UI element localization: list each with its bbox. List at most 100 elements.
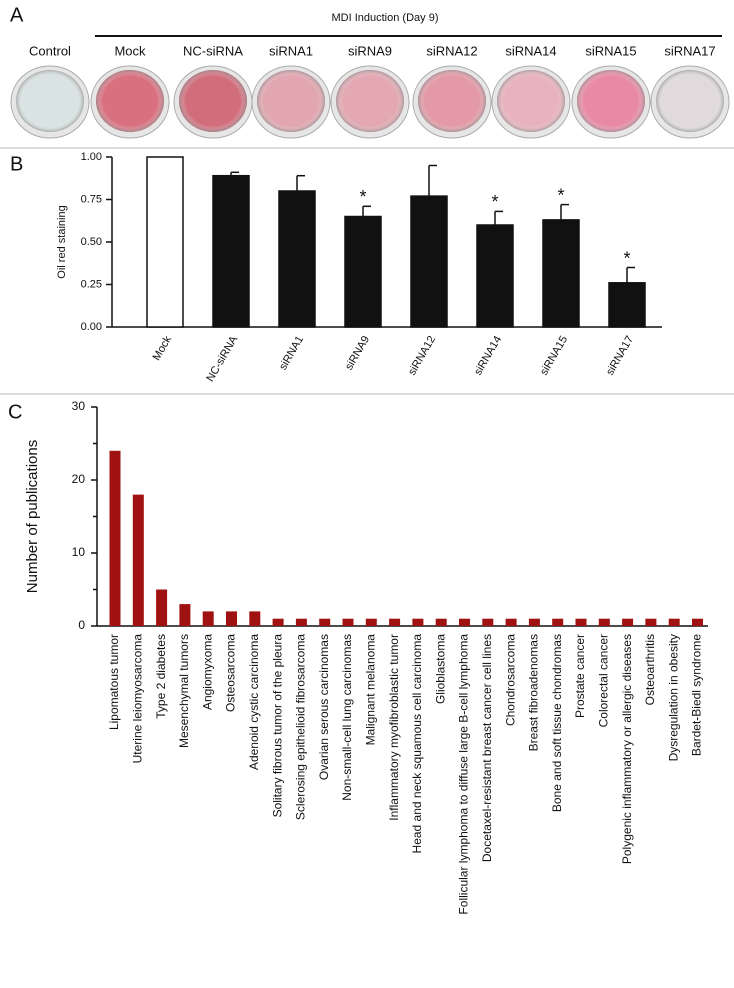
well-rim: [257, 70, 325, 132]
bar: [249, 611, 261, 626]
x-tick-label: Follicular lymphoma to diffuse large B-c…: [457, 634, 471, 915]
x-tick-label: Ovarian serous carcinomas: [317, 634, 331, 780]
well-label: siRNA15: [585, 43, 636, 58]
x-tick-label: siRNA9: [343, 334, 372, 372]
bar: [342, 618, 354, 626]
bar: [505, 618, 517, 626]
bar: [344, 215, 382, 328]
well-rim: [16, 70, 84, 132]
well-rim: [336, 70, 404, 132]
y-tick-label: 0.25: [81, 278, 102, 290]
x-tick-label: NC-siRNA: [204, 333, 240, 383]
x-tick-label: siRNA1: [277, 334, 306, 372]
well-rim: [656, 70, 724, 132]
x-tick-label: Osteoarthritis: [643, 634, 657, 705]
x-tick-label: Bardet-Biedl syndrome: [690, 634, 704, 756]
bar: [156, 589, 168, 626]
x-tick-label: Lipomatous tumor: [107, 634, 121, 730]
y-tick-label: 0.00: [81, 321, 102, 333]
well-label: siRNA17: [664, 43, 715, 58]
x-tick-label: Sclerosing epithelioid fibrosarcoma: [294, 634, 308, 820]
bar: [645, 618, 657, 626]
well-rim: [418, 70, 486, 132]
bar: [476, 224, 514, 328]
x-tick-label: Angiomyxoma: [200, 634, 214, 710]
well-label: Control: [29, 43, 71, 58]
well-label: siRNA9: [348, 43, 392, 58]
panel-label: A: [10, 4, 24, 26]
significance-marker: *: [491, 192, 498, 212]
bar: [226, 611, 237, 626]
x-tick-label: Glioblastoma: [433, 634, 447, 704]
x-tick-label: siRNA12: [406, 334, 438, 378]
x-tick-label: Colorectal cancer: [596, 634, 610, 727]
x-tick-label: Chondrosarcoma: [503, 634, 517, 726]
x-tick-label: Malignant melanoma: [363, 634, 377, 746]
bar: [278, 190, 316, 328]
panel-label: C: [8, 401, 22, 423]
y-tick-label: 10: [72, 545, 86, 559]
bar: [598, 618, 610, 626]
bar: [668, 618, 680, 626]
y-axis-label: Oil red staining: [56, 205, 68, 278]
well-rim: [577, 70, 645, 132]
x-tick-label: Polygenic inflammatory or allergic disea…: [620, 634, 634, 864]
bar: [109, 450, 121, 626]
well-label: siRNA14: [505, 43, 556, 58]
x-tick-label: Breast fibroadenomas: [527, 634, 541, 751]
x-tick-label: siRNA14: [472, 334, 504, 378]
y-axis-label: Number of publications: [24, 440, 41, 593]
bar: [575, 618, 587, 626]
bar: [365, 618, 377, 626]
bar: [542, 219, 580, 328]
bar: [459, 618, 470, 626]
well-rim: [497, 70, 565, 132]
significance-marker: *: [623, 248, 630, 268]
well-label: siRNA12: [426, 43, 477, 58]
y-tick-label: 1.00: [81, 151, 102, 163]
well-label: siRNA1: [269, 43, 313, 58]
significance-marker: *: [359, 187, 366, 207]
x-tick-label: Docetaxel-resistant breast cancer cell l…: [480, 634, 494, 862]
well-label: Mock: [114, 43, 146, 58]
y-tick-label: 0.50: [81, 236, 102, 248]
bar: [412, 618, 424, 626]
y-tick-label: 20: [72, 472, 86, 486]
x-tick-label: Mesenchymal tumors: [177, 634, 191, 748]
significance-marker: *: [557, 185, 564, 205]
y-tick-label: 0.75: [81, 193, 102, 205]
bar: [132, 494, 144, 626]
bar: [272, 618, 284, 626]
x-tick-label: siRNA15: [538, 334, 570, 378]
x-tick-label: siRNA17: [604, 334, 636, 378]
x-tick-label: Type 2 diabetes: [154, 634, 168, 719]
x-tick-label: Bone and soft tissue chondromas: [550, 634, 564, 812]
panel-label: B: [10, 153, 23, 175]
x-tick-label: Dysregulation in obesity: [666, 634, 680, 761]
x-tick-label: Head and neck squamous cell carcinoma: [410, 634, 424, 854]
well-label: NC-siRNA: [183, 43, 243, 58]
bar: [212, 174, 250, 328]
bar: [389, 618, 401, 626]
bar: [146, 156, 184, 328]
bar: [410, 195, 448, 328]
x-tick-label: Prostate cancer: [573, 634, 587, 718]
bar: [622, 618, 634, 626]
panel-title: MDI Induction (Day 9): [332, 12, 439, 24]
x-tick-label: Solitary fibrous tumor of the pleura: [270, 634, 284, 818]
bar: [435, 618, 447, 626]
bar: [692, 618, 703, 626]
x-tick-label: Osteosarcoma: [224, 634, 238, 712]
bar: [482, 618, 494, 626]
x-tick-label: Inflammatory myofibroblastic tumor: [387, 634, 401, 821]
x-tick-label: Adenoid cystic carcinoma: [247, 634, 261, 770]
x-tick-label: Mock: [151, 334, 175, 363]
y-tick-label: 0: [78, 618, 85, 632]
bar: [179, 604, 191, 626]
y-tick-label: 30: [72, 399, 86, 413]
x-tick-label: Non-small-cell lung carcinomas: [340, 634, 354, 801]
well-rim: [96, 70, 164, 132]
bar: [552, 618, 564, 626]
bar: [608, 282, 646, 328]
